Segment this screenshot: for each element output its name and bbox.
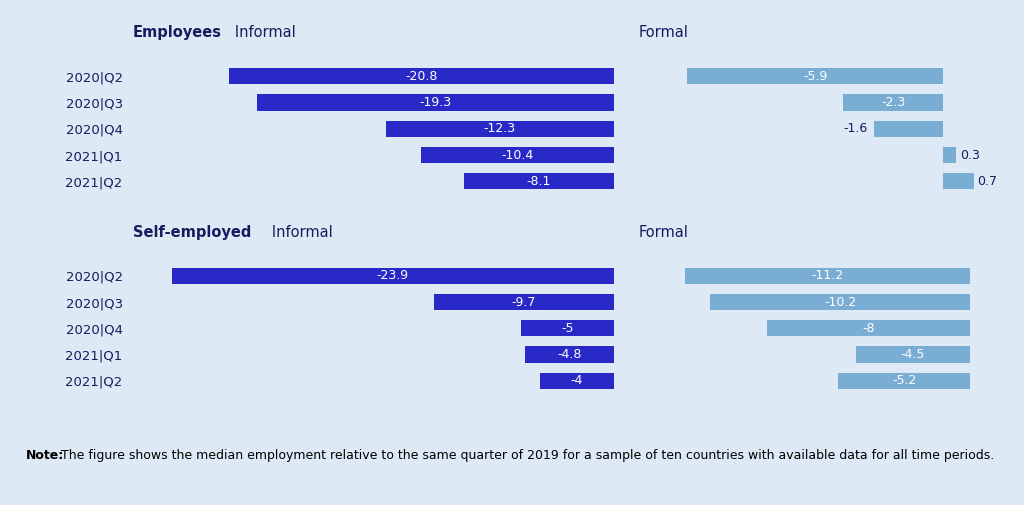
Bar bbox=[525, 346, 613, 363]
Bar bbox=[172, 268, 613, 284]
Bar bbox=[844, 94, 943, 111]
Text: -19.3: -19.3 bbox=[419, 96, 452, 109]
Text: -4.5: -4.5 bbox=[901, 348, 926, 361]
Bar bbox=[943, 173, 974, 189]
Bar bbox=[229, 68, 613, 84]
Bar bbox=[521, 320, 613, 336]
Bar bbox=[711, 294, 971, 310]
Text: Employees: Employees bbox=[133, 25, 222, 40]
Bar bbox=[873, 121, 943, 137]
Text: 0.7: 0.7 bbox=[977, 175, 997, 188]
Text: -4: -4 bbox=[570, 374, 583, 387]
Bar bbox=[422, 147, 613, 163]
Bar bbox=[540, 373, 613, 389]
Text: -8: -8 bbox=[862, 322, 874, 335]
Bar bbox=[767, 320, 971, 336]
Text: Note:: Note: bbox=[26, 449, 63, 463]
Text: 0.3: 0.3 bbox=[959, 148, 980, 162]
Text: -10.4: -10.4 bbox=[502, 148, 534, 162]
Bar bbox=[257, 94, 613, 111]
Text: Informal: Informal bbox=[258, 225, 333, 240]
Bar bbox=[856, 346, 971, 363]
Text: -4.8: -4.8 bbox=[557, 348, 582, 361]
Bar bbox=[434, 294, 613, 310]
Text: Formal: Formal bbox=[639, 225, 689, 240]
Text: -9.7: -9.7 bbox=[512, 295, 537, 309]
Bar bbox=[943, 147, 956, 163]
Text: -23.9: -23.9 bbox=[377, 269, 409, 282]
Bar bbox=[838, 373, 971, 389]
Text: -10.2: -10.2 bbox=[824, 295, 856, 309]
Text: -11.2: -11.2 bbox=[812, 269, 844, 282]
Text: -1.6: -1.6 bbox=[844, 122, 867, 135]
Text: The figure shows the median employment relative to the same quarter of 2019 for : The figure shows the median employment r… bbox=[57, 449, 994, 463]
Bar bbox=[386, 121, 613, 137]
Bar bbox=[685, 268, 971, 284]
Text: -5.9: -5.9 bbox=[803, 70, 827, 83]
Text: -2.3: -2.3 bbox=[882, 96, 905, 109]
Bar bbox=[464, 173, 613, 189]
Text: -20.8: -20.8 bbox=[406, 70, 437, 83]
Text: -8.1: -8.1 bbox=[526, 175, 551, 188]
Text: Informal: Informal bbox=[221, 25, 296, 40]
Text: -5: -5 bbox=[561, 322, 573, 335]
Text: -5.2: -5.2 bbox=[892, 374, 916, 387]
Bar bbox=[687, 68, 943, 84]
Text: Self-employed: Self-employed bbox=[133, 225, 252, 240]
Text: -12.3: -12.3 bbox=[484, 122, 516, 135]
Text: Formal: Formal bbox=[639, 25, 689, 40]
